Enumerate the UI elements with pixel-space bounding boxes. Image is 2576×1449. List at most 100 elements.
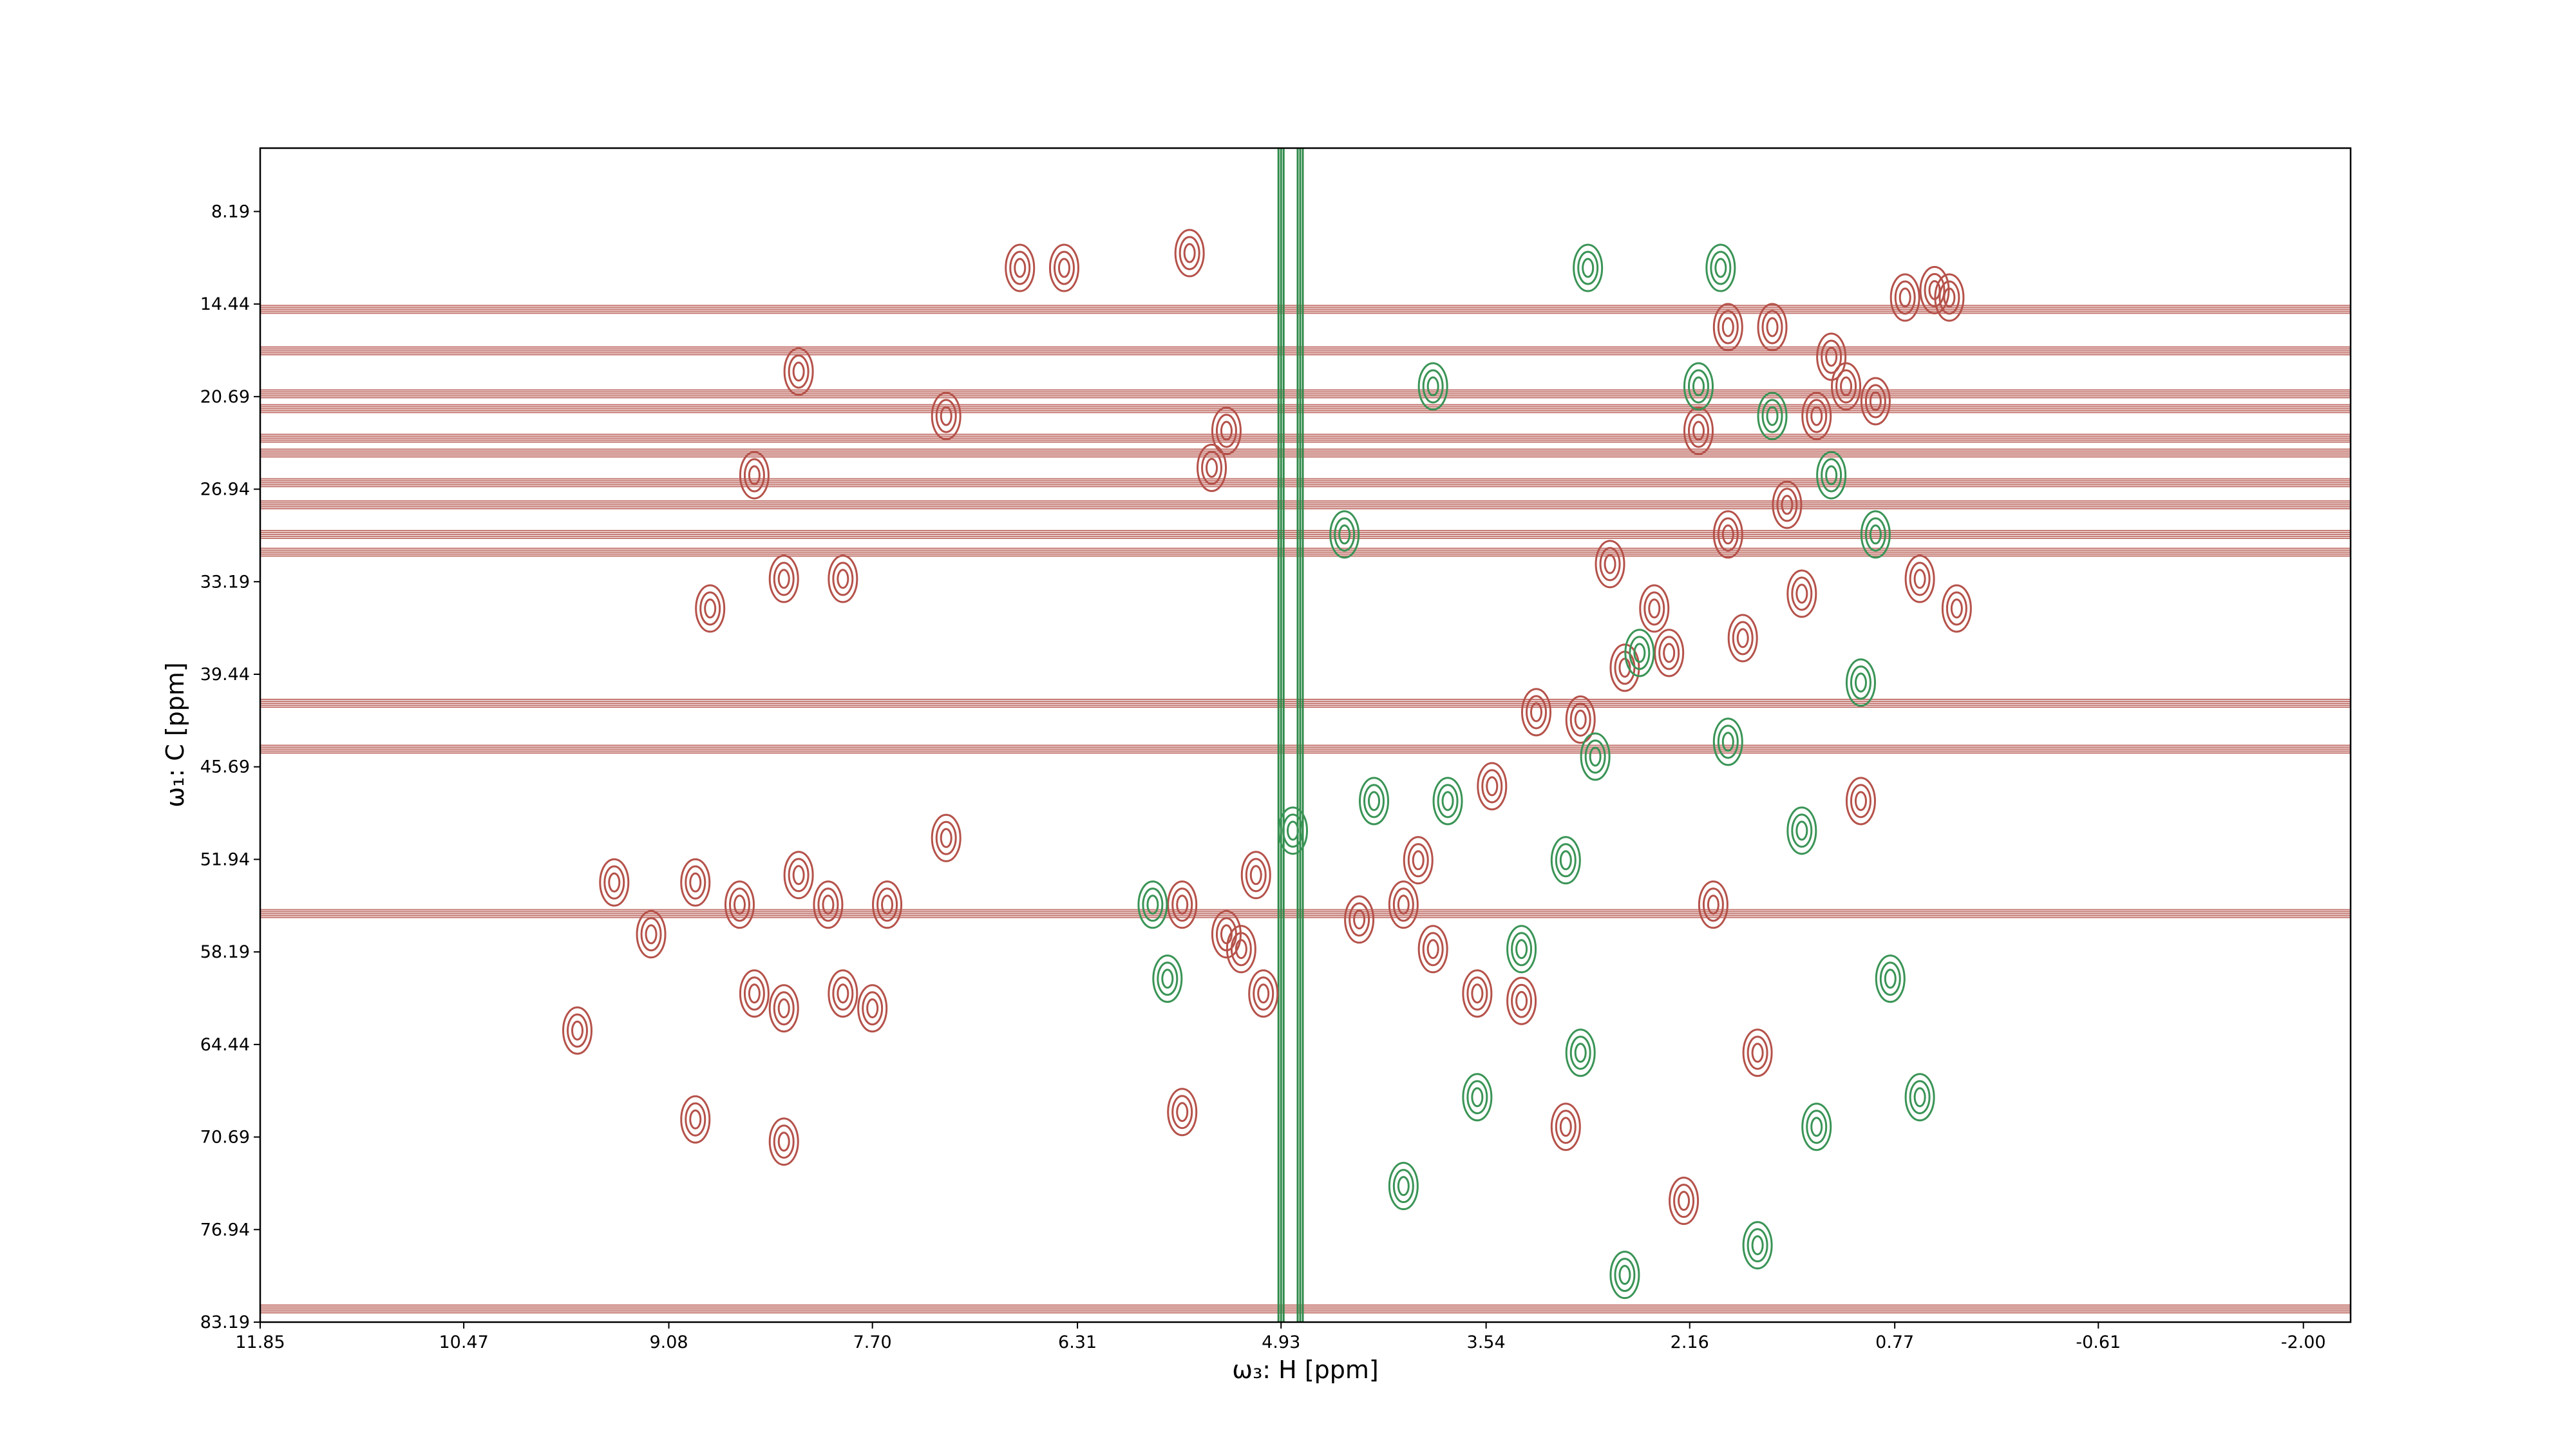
- peak: [1624, 629, 1655, 677]
- contour-ring: [1462, 1073, 1493, 1122]
- peak: [1860, 510, 1891, 559]
- contour-ring: [1801, 392, 1832, 440]
- contour-ring: [1618, 1265, 1631, 1285]
- peak: [1211, 406, 1242, 455]
- y-tick-label: 20.69: [200, 387, 250, 407]
- peak: [1801, 392, 1832, 440]
- peak: [768, 984, 799, 1033]
- peak: [783, 347, 814, 396]
- contour-ring: [1559, 1117, 1572, 1137]
- contour-ring: [1368, 791, 1381, 811]
- contour-ring: [1850, 665, 1871, 700]
- contour-ring: [1245, 858, 1267, 893]
- contour-ring: [743, 458, 765, 493]
- peak: [1875, 954, 1906, 1003]
- peak: [1432, 777, 1463, 826]
- peak: [1831, 362, 1862, 411]
- contour-ring: [685, 1102, 706, 1137]
- peak: [1167, 1088, 1198, 1137]
- contour-ring: [1179, 236, 1200, 270]
- contour-ring: [1407, 843, 1429, 878]
- contour-ring: [1466, 1080, 1488, 1115]
- peak: [1757, 303, 1788, 352]
- peak: [1786, 806, 1817, 855]
- contour-ring: [1329, 510, 1360, 559]
- contour-ring: [1392, 1169, 1414, 1204]
- contour-ring: [792, 361, 805, 382]
- contour-ring: [1053, 251, 1075, 285]
- contour-ring: [768, 1117, 799, 1166]
- contour-ring: [1569, 1036, 1591, 1070]
- contour-ring: [680, 1095, 711, 1144]
- contour-ring: [773, 1124, 795, 1159]
- contour-ring: [685, 865, 706, 900]
- plot-area: [260, 148, 2351, 1322]
- contour-ring: [1698, 880, 1728, 929]
- peak: [1550, 836, 1581, 885]
- contour-ring: [1943, 287, 1956, 308]
- contour-ring: [881, 895, 894, 915]
- peak: [1845, 777, 1876, 826]
- peak: [1712, 303, 1743, 352]
- contour-ring: [1683, 362, 1714, 411]
- peak: [1742, 1221, 1773, 1270]
- contour-ring: [1471, 983, 1484, 1004]
- contour-ring: [1673, 1184, 1695, 1218]
- contour-ring: [792, 865, 805, 886]
- contour-ring: [1869, 391, 1882, 412]
- x-tick-label: -0.61: [2076, 1332, 2121, 1352]
- contour-ring: [1751, 1043, 1764, 1063]
- contour-ring: [1742, 1221, 1773, 1270]
- contour-ring: [931, 813, 961, 862]
- contour-ring: [1609, 643, 1640, 692]
- peak: [768, 554, 799, 603]
- contour-ring: [1167, 1088, 1198, 1137]
- peak: [931, 813, 961, 862]
- contour-ring: [1197, 443, 1227, 492]
- contour-ring: [1137, 880, 1168, 929]
- contour-ring: [1821, 458, 1842, 493]
- contour-ring: [1712, 303, 1743, 352]
- contour-ring: [1757, 392, 1788, 440]
- contour-ring: [1909, 1080, 1931, 1115]
- contour-ring: [1550, 836, 1581, 885]
- contour-ring: [1806, 399, 1828, 433]
- contour-ring: [1176, 1102, 1189, 1122]
- contour-ring: [1486, 776, 1499, 797]
- contour-ring: [1506, 976, 1537, 1025]
- contour-ring: [1633, 643, 1646, 663]
- contour-ring: [1287, 820, 1300, 841]
- contour-ring: [1860, 377, 1891, 426]
- contour-ring: [1821, 339, 1842, 374]
- contour-ring: [1816, 332, 1847, 381]
- contour-ring: [1171, 1095, 1193, 1130]
- contour-ring: [1747, 1228, 1768, 1263]
- contour-ring: [1235, 939, 1247, 960]
- peak: [1712, 510, 1743, 559]
- contour-ring: [1934, 273, 1965, 322]
- peak: [1521, 688, 1552, 737]
- contour-ring: [1683, 406, 1714, 455]
- contour-ring: [1913, 1087, 1926, 1108]
- contour-ring: [562, 1006, 593, 1055]
- contour-ring: [1569, 702, 1591, 737]
- contour-ring: [1511, 983, 1533, 1018]
- contour-ring: [1466, 976, 1488, 1011]
- contour-ring: [1772, 480, 1803, 529]
- contour-ring: [1654, 629, 1685, 677]
- contour-ring: [1904, 554, 1935, 603]
- contour-ring: [599, 858, 630, 907]
- contour-ring: [1230, 932, 1252, 967]
- peak: [1816, 332, 1847, 381]
- peak: [1705, 243, 1736, 292]
- contour-ring: [1580, 732, 1611, 781]
- x-tick-label: -2.00: [2281, 1332, 2326, 1352]
- contour-ring: [1574, 709, 1587, 730]
- peak: [828, 554, 858, 603]
- peak: [680, 1095, 711, 1144]
- x-tick-label: 11.85: [235, 1332, 285, 1352]
- contour-ring: [1854, 791, 1867, 811]
- contour-ring: [1924, 273, 1946, 308]
- contour-ring: [1721, 317, 1734, 337]
